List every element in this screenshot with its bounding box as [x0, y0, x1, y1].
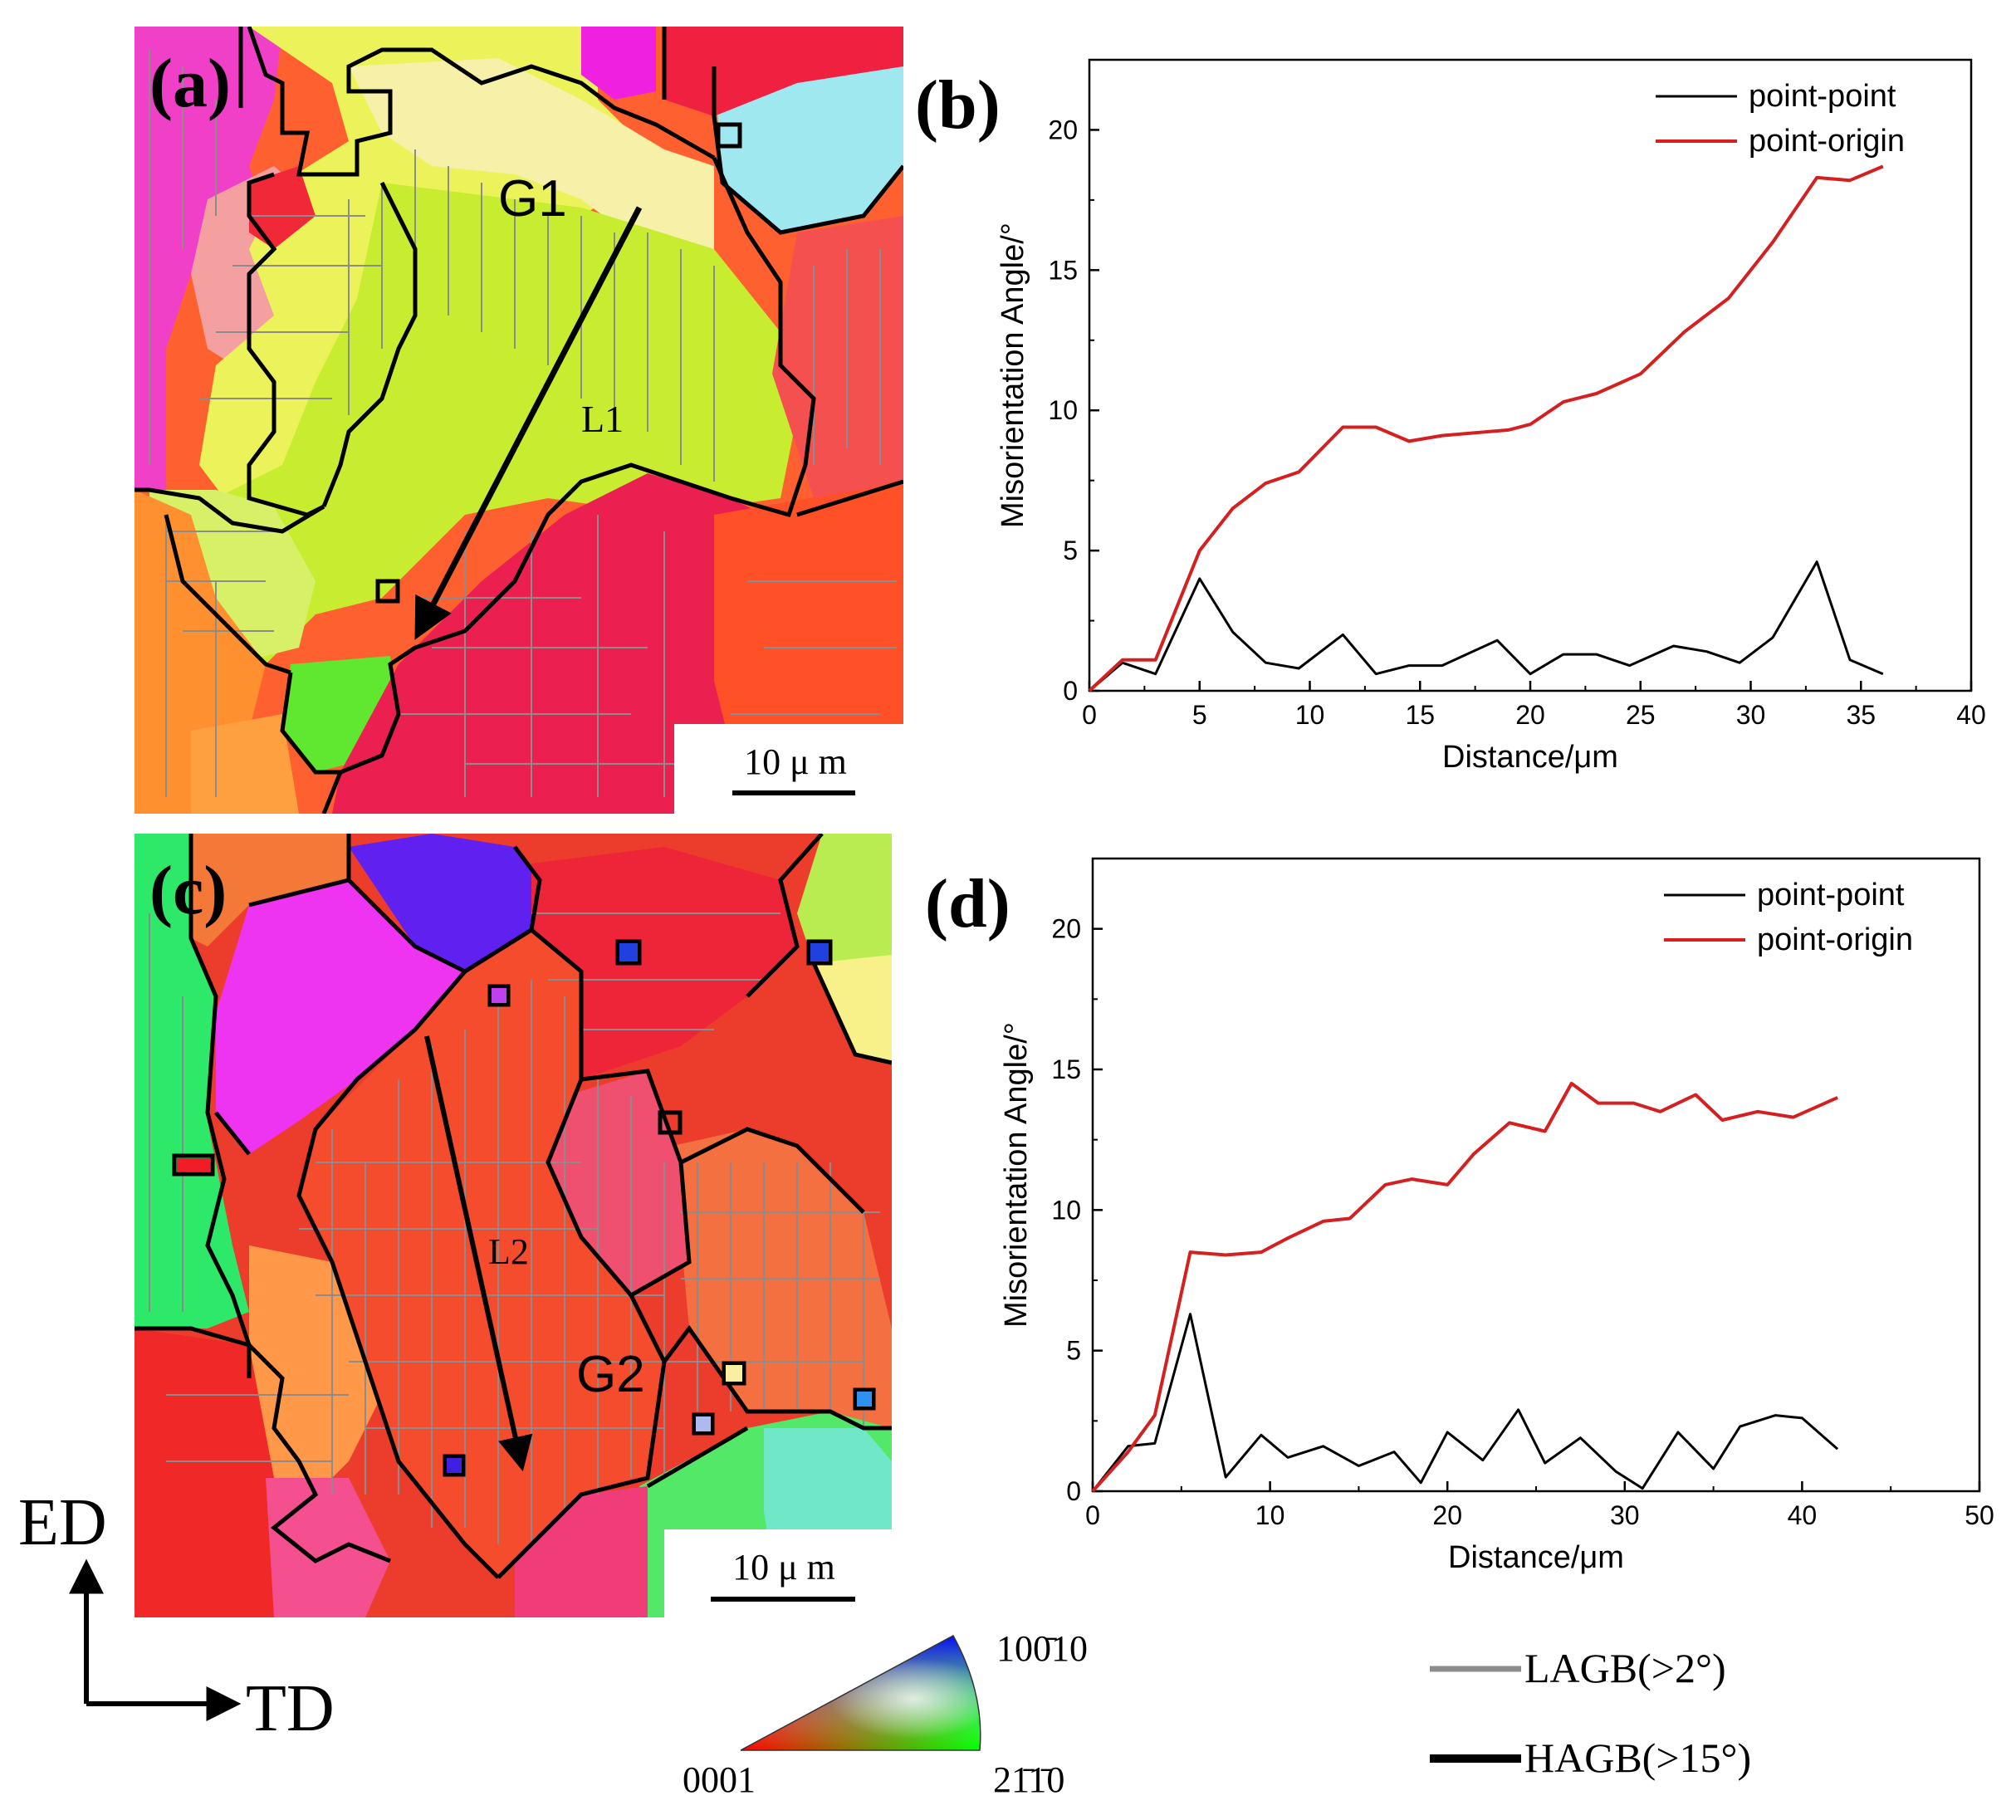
- grain-region: [581, 27, 656, 100]
- grain-region: [149, 183, 797, 664]
- x-tick-label: 20: [1515, 700, 1545, 730]
- grain-region: [349, 58, 714, 249]
- grain-marker: [857, 1392, 872, 1407]
- grain-marker: [619, 943, 638, 961]
- legend-label-point-point: point-point: [1757, 878, 1905, 912]
- y-axis-label: Misorientation Angle/°: [996, 223, 1030, 528]
- grain-region: [249, 166, 316, 249]
- grain-label-g2: G2: [576, 1346, 645, 1403]
- grain-region: [299, 930, 664, 1578]
- chart-d: (d) 0 10 20 30 40 50 0 5 10 15 20 Distance/μm Misori…: [925, 857, 1994, 1575]
- x-tick-label: 10: [1255, 1500, 1285, 1530]
- x-tick-label: 0: [1082, 700, 1097, 730]
- x-tick-label: 15: [1405, 700, 1435, 730]
- ed-label: ED: [18, 1486, 107, 1559]
- y-tick-label: 5: [1063, 536, 1078, 565]
- x-tick-label: 20: [1432, 1500, 1462, 1530]
- grain-region: [664, 27, 903, 116]
- profile-arrow-l1: [414, 206, 643, 640]
- y-axis-label: Misorientation Angle/°: [999, 1022, 1034, 1328]
- scale-bar-label-a: 10 μ m: [744, 741, 847, 782]
- series-line-point-point: [1089, 560, 1884, 692]
- grain-region: [135, 834, 249, 1328]
- panel-label-b: (b): [915, 66, 1001, 144]
- grain-marker: [810, 943, 829, 961]
- grain-region: [266, 1478, 390, 1617]
- grain-marker: [696, 1416, 711, 1431]
- x-tick-label: 25: [1626, 700, 1656, 730]
- y-tick-label: 10: [1051, 1195, 1081, 1225]
- lagb-label: LAGB(>2°): [1524, 1645, 1726, 1691]
- ebsd-map-a: [135, 27, 903, 814]
- y-tick-label: 10: [1048, 395, 1078, 425]
- grain-region: [814, 955, 892, 1063]
- y-tick-label: 20: [1048, 115, 1078, 144]
- td-label: TD: [246, 1672, 335, 1745]
- x-tick-label: 5: [1192, 700, 1207, 730]
- scale-bar-box-a: [674, 724, 903, 814]
- ipf-label-10-10: 100̄10: [996, 1628, 1088, 1669]
- x-tick-label: 40: [1788, 1500, 1818, 1530]
- y-tick-label: 15: [1051, 1054, 1081, 1084]
- y-tick-label: 20: [1051, 914, 1081, 944]
- panel-label-d: (d): [925, 865, 1010, 942]
- grain-label-g1: G1: [498, 170, 567, 228]
- x-tick-label: 10: [1295, 700, 1325, 730]
- line-label-l2: L2: [488, 1231, 529, 1272]
- legend-label-point-origin: point-origin: [1757, 922, 1913, 957]
- grain-region: [531, 847, 797, 1079]
- grain-marker: [177, 1158, 210, 1172]
- x-tick-label: 0: [1085, 1500, 1100, 1530]
- y-tick-label: 0: [1063, 676, 1078, 706]
- ipf-label-0001: 0001: [683, 1759, 756, 1800]
- ipf-label-2-1-10: 21̄1̄0: [993, 1759, 1064, 1800]
- y-tick-label: 5: [1066, 1336, 1081, 1366]
- grain-region: [772, 216, 903, 498]
- series-line-point-point: [1091, 1313, 1839, 1492]
- axes-indicator: ED TD: [18, 1486, 335, 1745]
- hagb-lines: [135, 27, 903, 814]
- y-tick-label: 15: [1048, 255, 1078, 285]
- x-tick-label: 35: [1846, 700, 1876, 730]
- x-tick-label: 30: [1736, 700, 1766, 730]
- grain-region: [135, 27, 282, 490]
- x-tick-label: 50: [1965, 1500, 1994, 1530]
- grain-region: [216, 880, 465, 1154]
- x-tick-label: 30: [1610, 1500, 1640, 1530]
- grain-region: [191, 714, 299, 814]
- x-axis-label: Distance/μm: [1442, 740, 1618, 775]
- grain-region: [191, 834, 349, 947]
- hagb-lines: [135, 834, 892, 1579]
- scale-bar-label-c: 10 μ m: [732, 1547, 835, 1588]
- profile-arrow-l2: [424, 1035, 533, 1472]
- boundary-legend: LAGB(>2°) HAGB(>15°): [1430, 1645, 1751, 1781]
- legend-label-point-origin: point-origin: [1749, 124, 1905, 159]
- grain-marker: [726, 1365, 742, 1382]
- panel-label-c: (c): [149, 852, 227, 929]
- chart-b: (b) 0 5 10 15 20 25 30 35 40 0 5 10 15 20 Distance/μm M…: [915, 58, 1986, 775]
- panel-label-a: (a): [149, 45, 231, 122]
- grain-marker: [447, 1458, 462, 1473]
- ipf-color-key: 0001 100̄10 21̄1̄0: [683, 1628, 1088, 1800]
- series-line-point-origin: [1088, 164, 1884, 692]
- ebsd-map-c: [135, 834, 892, 1617]
- series-line-point-origin: [1091, 1081, 1838, 1493]
- hagb-label: HAGB(>15°): [1524, 1734, 1751, 1781]
- grain-region: [515, 1486, 648, 1617]
- x-axis-label: Distance/μm: [1448, 1540, 1624, 1575]
- scale-bar-box-c: [664, 1529, 892, 1617]
- grain-region: [349, 834, 540, 971]
- y-tick-label: 0: [1066, 1476, 1081, 1506]
- line-label-l1: L1: [581, 398, 624, 440]
- grain-marker: [492, 988, 506, 1003]
- x-tick-label: 40: [1956, 700, 1986, 730]
- legend-label-point-point: point-point: [1749, 79, 1896, 114]
